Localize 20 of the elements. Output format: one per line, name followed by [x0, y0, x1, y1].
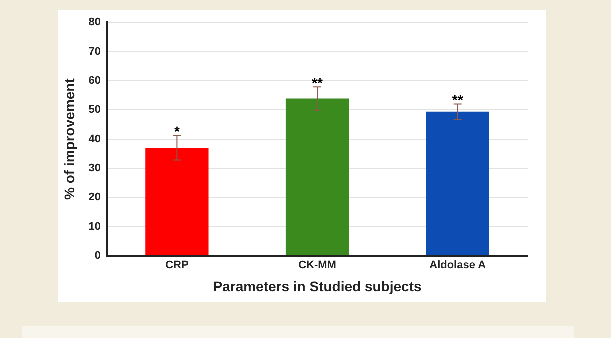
x-tick-label: Aldolase A — [430, 260, 486, 272]
x-axis-title: Parameters in Studied subjects — [213, 278, 422, 294]
annotation: ** — [312, 74, 324, 91]
y-tick-label: 50 — [88, 104, 102, 116]
x-tick-label: CK-MM — [298, 260, 336, 272]
y-tick-label: 0 — [94, 250, 102, 262]
annotation: ** — [452, 92, 464, 108]
annotation: * — [174, 124, 180, 140]
y-tick-label: 10 — [88, 220, 102, 233]
y-axis-title: % of improvement — [61, 78, 78, 200]
y-tick-label: 60 — [88, 74, 102, 87]
y-tick-label: 70 — [88, 46, 102, 58]
bar — [426, 112, 490, 256]
y-tick-label: 20 — [88, 192, 102, 204]
y-tick-label: 30 — [88, 162, 102, 175]
bar — [286, 98, 350, 256]
y-tick-label: 40 — [88, 133, 102, 146]
bar — [146, 148, 209, 256]
y-tick-label: 80 — [88, 16, 102, 29]
x-tick-label: CRP — [166, 260, 189, 272]
